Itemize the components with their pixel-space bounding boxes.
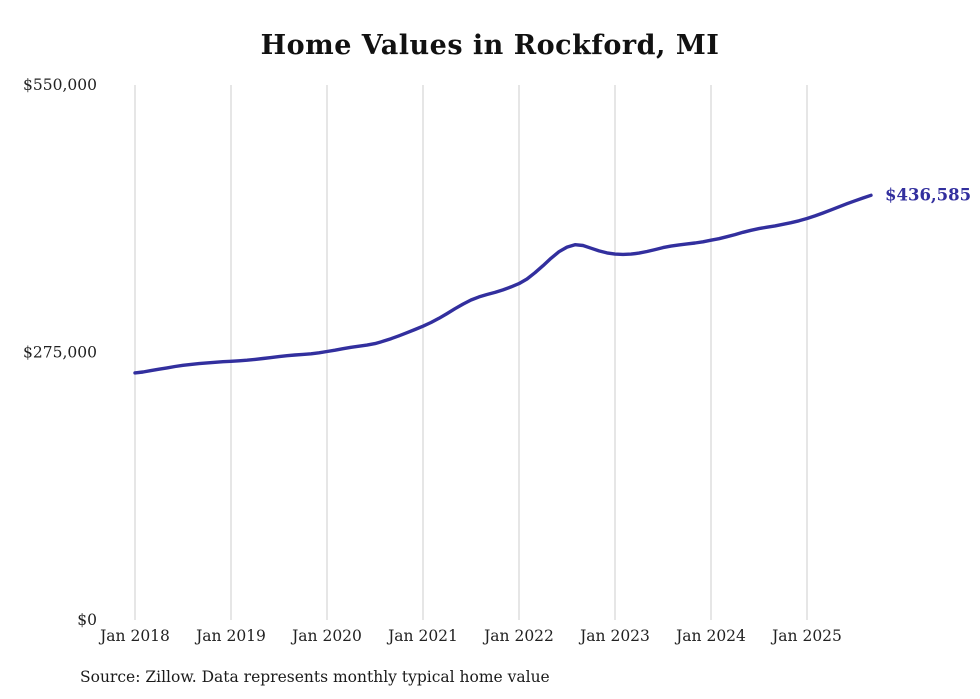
y-tick-label: $0 [77,611,97,629]
y-tick-label: $275,000 [23,344,97,362]
x-tick-label: Jan 2025 [770,627,842,645]
end-value-label: $436,585 [885,185,971,204]
x-tick-label: Jan 2023 [578,627,650,645]
x-tick-label: Jan 2019 [194,627,266,645]
value-line [133,193,873,375]
y-tick-label: $550,000 [23,76,97,94]
x-tick-label: Jan 2018 [98,627,170,645]
x-tick-label: Jan 2021 [386,627,458,645]
source-note: Source: Zillow. Data represents monthly … [80,668,550,686]
x-tick-label: Jan 2022 [482,627,554,645]
x-tick-label: Jan 2020 [290,627,362,645]
x-tick-label: Jan 2024 [674,627,746,645]
chart-title: Home Values in Rockford, MI [260,30,720,61]
